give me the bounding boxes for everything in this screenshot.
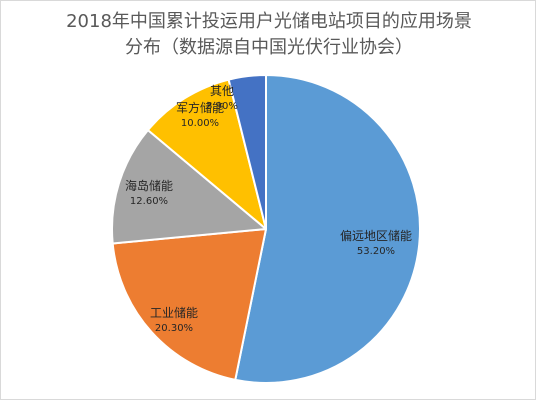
pie-slice-5 [227,74,267,230]
slice-value-label-3: 12.60% [130,196,168,207]
slice-value-label-4: 10.00% [181,118,219,129]
slice-value-label-2: 20.30% [155,323,193,334]
chart-title-line-1: 2018年中国累计投运用户光储电站项目的应用场景 [66,11,472,32]
slice-name-label-4: 军方储能 [176,100,224,115]
chart-title: 2018年中国累计投运用户光储电站项目的应用场景 分布（数据源自中国光伏行业协会… [31,9,507,61]
slice-name-label-3: 海岛储能 [125,178,173,193]
pie-labels: 偏远地区储能 53.20% 工业储能 20.30% 海岛储能 12.60% 军方储能 10.0… [125,84,412,334]
pie-slice-3 [111,129,267,245]
slice-name-label-5: 其他 [210,84,234,98]
slice-name-label-2: 工业储能 [150,305,198,320]
pie-slice-2 [111,228,267,381]
slice-name-label-1: 偏远地区储能 [340,228,412,243]
pie-slices [111,74,421,384]
slice-value-label-1: 53.20% [357,246,395,257]
pie-slice-1 [234,74,421,384]
pie-slice-4 [146,78,267,230]
chart-title-line-2: 分布（数据源自中国光伏行业协会） [125,37,413,58]
slice-value-label-5: 3.90% [206,101,238,112]
